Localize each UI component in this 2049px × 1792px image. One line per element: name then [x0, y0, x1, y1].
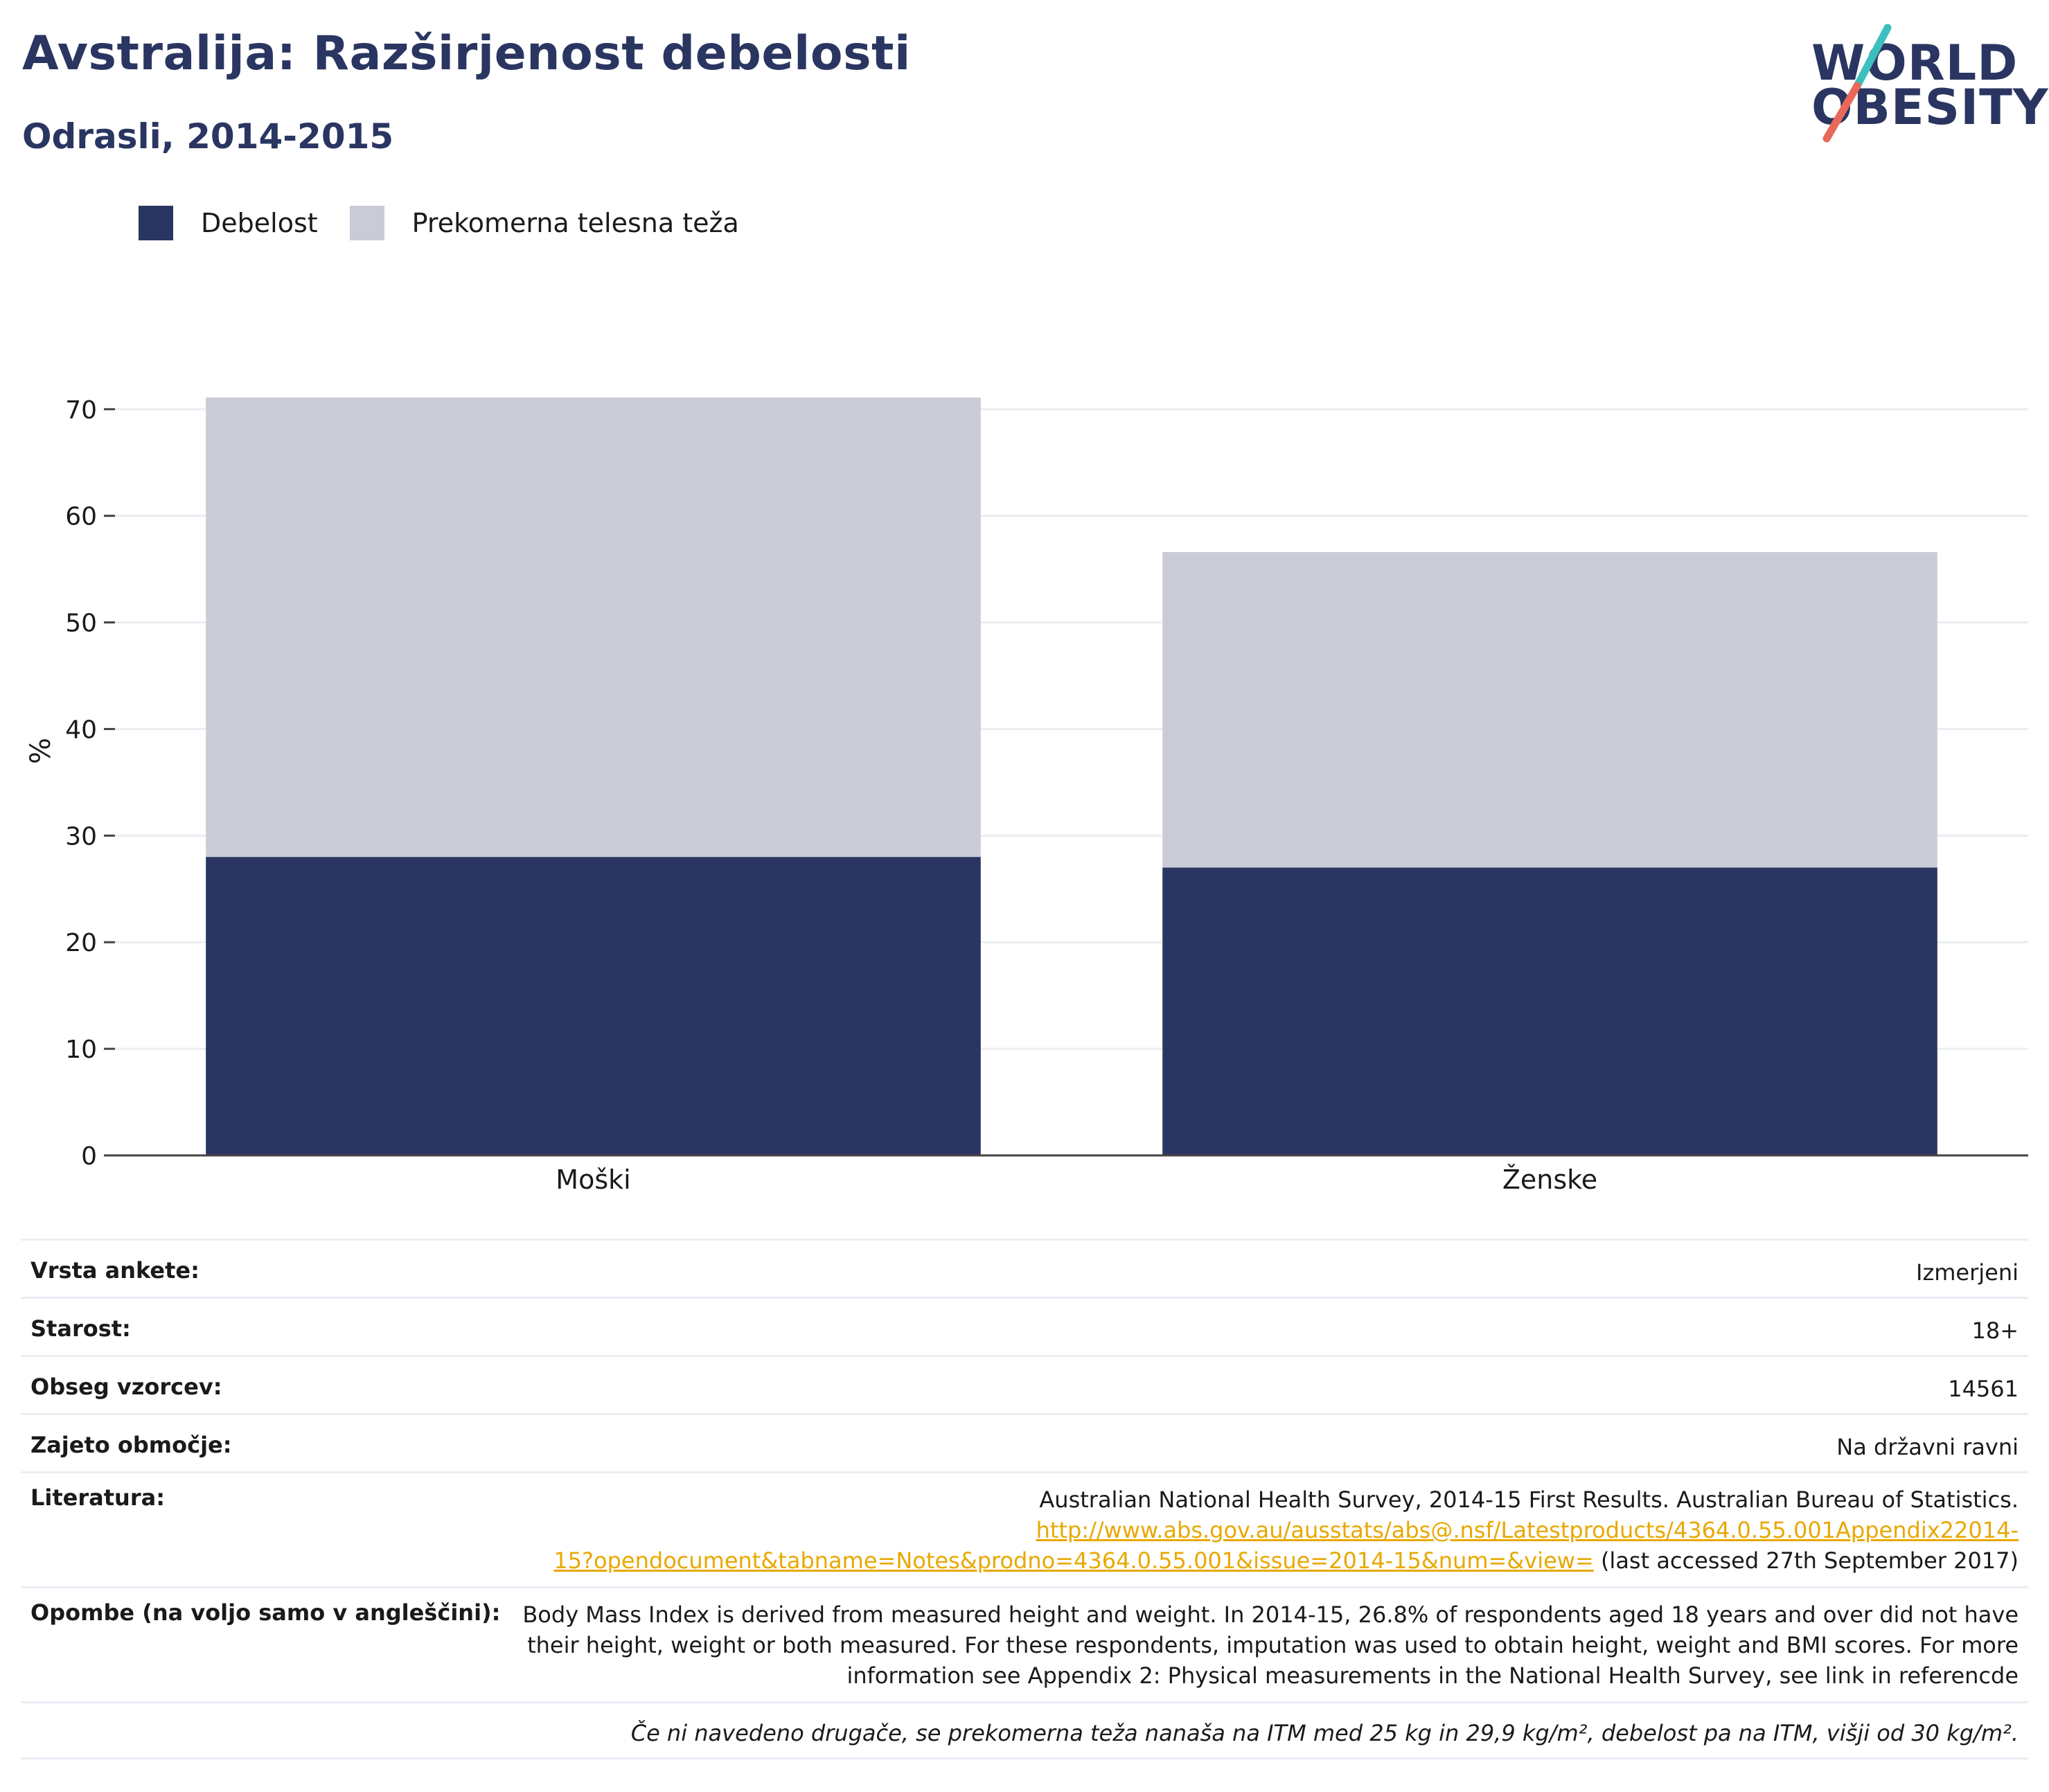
literature-accessed: (last accessed 27th September 2017): [1593, 1547, 2019, 1574]
bar-obesity-1: [206, 857, 981, 1155]
legend-item-overweight[interactable]: Prekomerna telesna teža: [349, 206, 739, 240]
logo-word-1: WORLD: [1811, 35, 2019, 91]
logo-slash-icon: [1822, 24, 1892, 143]
row-sample-size: Obseg vzorcev: 14561: [21, 1355, 2028, 1413]
row-coverage-area: Zajeto območje: Na državni ravni: [21, 1413, 2028, 1471]
y-tick-label-30: 30: [65, 822, 97, 851]
y-tick-label-50: 50: [65, 610, 97, 638]
row-age: Starost: 18+: [21, 1297, 2028, 1355]
survey-details-table: Vrsta ankete: Izmerjeni Starost: 18+ Obs…: [21, 1239, 2028, 1759]
bar-obesity-2: [1162, 867, 1937, 1155]
y-tick-label-70: 70: [65, 396, 97, 425]
y-tick-label-40: 40: [65, 716, 97, 744]
legend-swatch-overweight: [349, 206, 384, 240]
x-tick-label-2: Ženske: [1502, 1164, 1597, 1195]
literature-link-part-2[interactable]: 15?opendocument&tabname=Notes&prodno=436…: [553, 1547, 1594, 1574]
legend-item-obesity[interactable]: Debelost: [139, 206, 318, 240]
chart-subtitle: Odrasli, 2014-2015: [22, 116, 394, 157]
literature-citation: Australian National Health Survey, 2014-…: [1039, 1487, 2019, 1513]
coverage-area-value: Na državni ravni: [1836, 1434, 2019, 1460]
y-tick-label-20: 20: [65, 929, 97, 957]
survey-type-label: Vrsta ankete:: [30, 1257, 199, 1284]
notes-value: Body Mass Index is derived from measured…: [522, 1599, 2019, 1691]
legend-label-obesity: Debelost: [201, 208, 318, 238]
legend-label-overweight: Prekomerna telesna teža: [411, 208, 739, 238]
coverage-area-label: Zajeto območje:: [30, 1432, 232, 1458]
chart-title: Avstralija: Razširjenost debelosti: [22, 26, 911, 81]
x-tick-label-1: Moški: [556, 1164, 630, 1195]
age-label: Starost:: [30, 1315, 131, 1342]
definition-footnote: Če ni navedeno drugače, se prekomerna te…: [630, 1720, 2019, 1746]
row-notes: Opombe (na voljo samo v angleščini): Bod…: [21, 1586, 2028, 1701]
chart-legend: Debelost Prekomerna telesna teža: [139, 205, 771, 241]
y-tick-label-0: 0: [81, 1142, 97, 1171]
y-tick-label-10: 10: [65, 1036, 97, 1064]
row-literature: Literatura: Australian National Health S…: [21, 1471, 2028, 1586]
world-obesity-logo: WORLD OBESITY: [1811, 19, 2048, 144]
literature-label: Literatura:: [30, 1484, 165, 1511]
row-footnote: Če ni navedeno drugače, se prekomerna te…: [21, 1701, 2028, 1759]
notes-label: Opombe (na voljo samo v angleščini):: [30, 1599, 501, 1626]
legend-swatch-obesity: [139, 206, 173, 240]
notes-line-3: information see Appendix 2: Physical mea…: [846, 1662, 2019, 1689]
row-survey-type: Vrsta ankete: Izmerjeni: [21, 1239, 2028, 1297]
stacked-bar-chart: 0 10 20 30 40 50 60 70 Moški Ženske%: [25, 396, 2028, 1195]
sample-size-value: 14561: [1948, 1376, 2019, 1402]
literature-link-part-1[interactable]: http://www.abs.gov.au/ausstats/abs@.nsf/…: [1036, 1517, 2019, 1543]
bar-overweight-2: [1162, 551, 1937, 868]
notes-line-2: their height, weight or both measured. F…: [527, 1632, 2019, 1658]
y-tick-label-60: 60: [65, 503, 97, 531]
survey-type-value: Izmerjeni: [1916, 1259, 2019, 1286]
age-value: 18+: [1971, 1318, 2019, 1344]
sample-size-label: Obseg vzorcev:: [30, 1374, 222, 1400]
notes-line-1: Body Mass Index is derived from measured…: [522, 1602, 2019, 1628]
y-axis-label: %: [25, 738, 57, 764]
literature-value: Australian National Health Survey, 2014-…: [553, 1484, 2019, 1576]
bar-overweight-1: [206, 397, 981, 858]
